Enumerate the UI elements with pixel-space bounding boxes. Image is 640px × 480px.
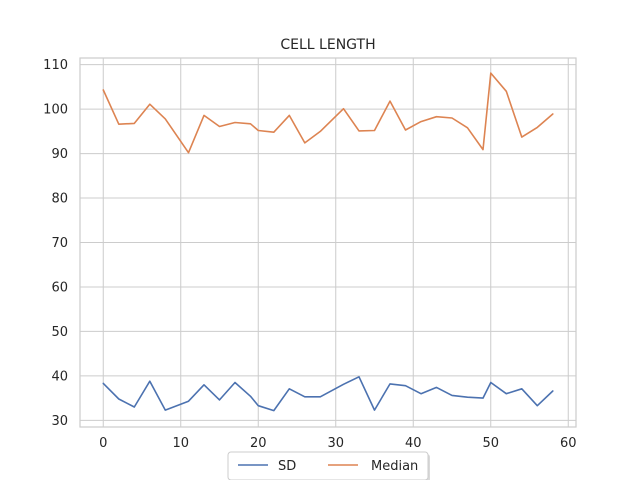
y-tick-label: 110 [43,58,68,73]
y-tick-label: 70 [51,236,68,251]
grid-lines [80,58,576,427]
x-tick-label: 10 [172,436,189,451]
y-tick-label: 30 [51,414,68,429]
series-line-sd [102,375,554,412]
x-tick-label: 20 [250,436,267,451]
x-tick-label: 50 [482,436,499,451]
x-tick-label: 0 [99,436,107,451]
y-tick-label: 100 [43,103,68,118]
legend-label: SD [278,459,296,474]
y-tick-label: 90 [51,147,68,162]
legend-entry-sd[interactable]: SD [238,459,296,474]
x-tick-label: 40 [405,436,422,451]
x-tick-label: 30 [327,436,344,451]
series-layer [102,72,554,412]
y-tick-label: 50 [51,325,68,340]
series-line-median [102,72,554,154]
legend[interactable]: SD Median [227,451,430,480]
y-tick-label: 40 [51,369,68,384]
y-tick-label: 60 [51,280,68,295]
legend-box [227,451,429,480]
legend-entry-median[interactable]: Median [328,459,418,474]
axes: 0 10 20 30 40 50 60 30 40 50 60 70 80 90 100 110 [43,57,577,451]
legend-label: Median [371,459,418,474]
chart-title: CELL LENGTH [280,37,375,53]
plot-frame [79,57,577,428]
y-tick-label: 80 [51,192,68,207]
x-tick-label: 60 [560,436,577,451]
